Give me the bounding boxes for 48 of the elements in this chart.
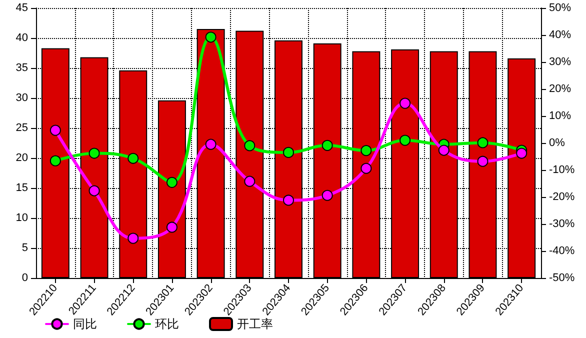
- point: [88, 148, 100, 159]
- y-tick-label: 35: [16, 62, 28, 74]
- point: [477, 156, 488, 167]
- y-tick-label: 5: [22, 242, 28, 254]
- point: [166, 176, 178, 188]
- y-tick-label: 45: [16, 2, 28, 14]
- legend-label: 同比: [73, 317, 97, 331]
- point: [128, 232, 139, 244]
- point: [166, 222, 178, 233]
- y-tick-label: 10: [16, 212, 28, 224]
- point: [88, 185, 100, 196]
- point: [50, 124, 61, 136]
- point: [400, 98, 411, 109]
- y2-tick-label: -40%: [549, 245, 575, 257]
- point: [283, 194, 294, 206]
- point: [477, 137, 488, 148]
- point: [205, 138, 216, 150]
- y-tick-label: 30: [16, 92, 28, 104]
- y2-tick-label: 0%: [549, 137, 566, 149]
- y2-tick-label: -10%: [549, 164, 575, 176]
- point: [244, 176, 256, 187]
- point: [322, 190, 333, 201]
- y2-tick-label: -30%: [549, 218, 575, 230]
- point: [516, 148, 528, 159]
- point: [50, 155, 61, 166]
- y-tick-label: 0: [22, 272, 28, 284]
- point: [322, 140, 333, 151]
- y-tick-label: 15: [16, 182, 28, 194]
- y2-tick-label: 10%: [549, 110, 572, 122]
- point: [360, 162, 372, 174]
- y-tick-label: 20: [16, 152, 28, 164]
- point: [438, 144, 450, 156]
- y-tick-label: 40: [16, 32, 28, 44]
- point: [283, 146, 294, 158]
- y2-tick-label: 20%: [549, 83, 572, 95]
- legend-label: 环比: [155, 317, 179, 331]
- legend-label: 开工率: [237, 317, 273, 331]
- point: [360, 145, 372, 156]
- y2-tick-label: 40%: [549, 29, 572, 41]
- point: [128, 152, 139, 164]
- y2-tick-label: 50%: [549, 2, 572, 14]
- point: [400, 134, 411, 146]
- y2-tick-label: -50%: [549, 272, 575, 284]
- y2-tick-label: 30%: [549, 56, 572, 68]
- y-tick-label: 25: [16, 122, 28, 134]
- point: [205, 32, 216, 43]
- point: [244, 140, 256, 152]
- y2-tick-label: -20%: [549, 191, 575, 203]
